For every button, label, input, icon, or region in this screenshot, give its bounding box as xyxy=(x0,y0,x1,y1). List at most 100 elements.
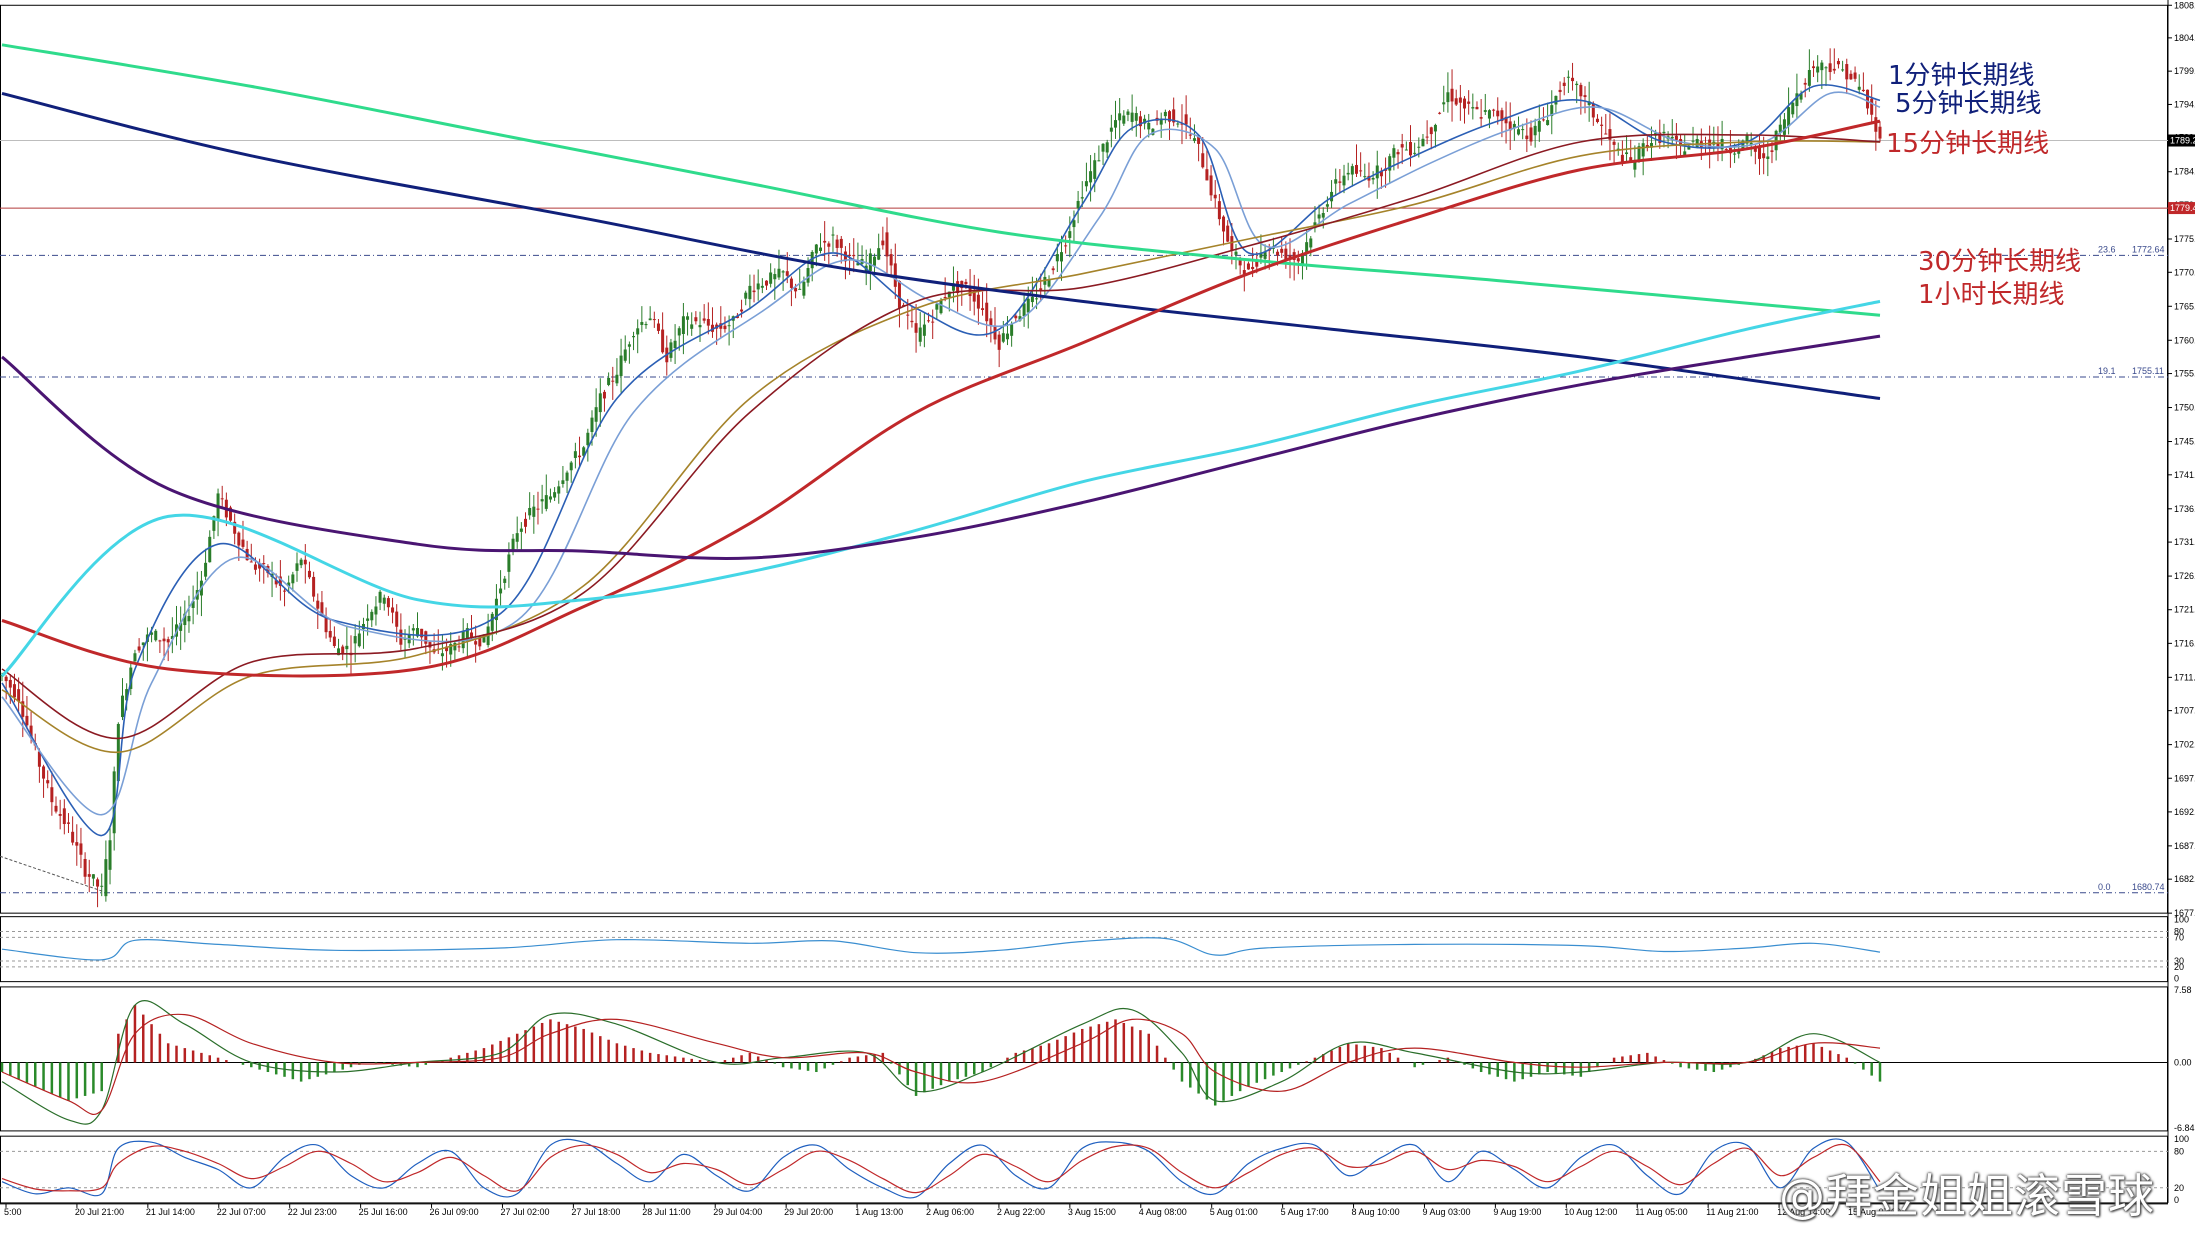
price-tick-label: 1770.20 xyxy=(2174,267,2195,277)
candle-body xyxy=(1296,258,1300,262)
price-tick-label: 1765.30 xyxy=(2174,301,2195,311)
candle-body xyxy=(1525,135,1529,140)
fib-level-tag: 0.0 xyxy=(2098,882,2111,892)
candle-body xyxy=(1072,220,1076,228)
candle-body xyxy=(748,285,752,300)
candle-body xyxy=(8,679,12,688)
candle-body xyxy=(108,840,112,870)
candle-body xyxy=(1483,110,1487,112)
candle-body xyxy=(1521,129,1525,131)
candle-body xyxy=(237,532,241,546)
candle-body xyxy=(756,283,760,290)
candle-body xyxy=(686,316,690,320)
series-label-4: 30分钟长期线 xyxy=(1918,247,2081,277)
candle-body xyxy=(382,597,386,604)
candle-body xyxy=(428,642,432,648)
candle-body xyxy=(1288,255,1292,258)
candle-body xyxy=(391,607,395,613)
candle-body xyxy=(794,287,798,292)
candle-body xyxy=(420,628,424,638)
candle-body xyxy=(253,564,257,570)
candle-body xyxy=(1246,263,1250,270)
candle-body xyxy=(278,576,282,586)
candle-body xyxy=(357,633,361,647)
candle-body xyxy=(706,319,710,326)
candle-body xyxy=(1284,248,1288,260)
candle-body xyxy=(1280,248,1284,253)
candle-body xyxy=(914,323,918,333)
candle-body xyxy=(1018,316,1022,321)
time-tick-label: 25 Jul 16:00 xyxy=(359,1207,408,1217)
candle-body xyxy=(1458,97,1462,103)
candle-body xyxy=(752,290,756,293)
candle-body xyxy=(1508,121,1512,131)
candle-body xyxy=(1604,133,1608,135)
candle-body xyxy=(1342,175,1346,186)
candle-body xyxy=(773,274,777,280)
candle-body xyxy=(307,570,311,578)
rsi-tick-label: 30 xyxy=(2174,956,2184,966)
candle-body xyxy=(25,715,29,726)
candle-body xyxy=(1787,107,1791,127)
time-tick-label: 9 Aug 03:00 xyxy=(1422,1207,1470,1217)
candle-body xyxy=(536,508,540,510)
candle-body xyxy=(1259,252,1263,258)
candle-body xyxy=(1138,116,1142,127)
candle-body xyxy=(96,879,100,887)
candle-body xyxy=(1101,143,1105,152)
candle-body xyxy=(154,630,158,641)
candle-body xyxy=(1409,141,1412,156)
candle-body xyxy=(852,254,856,257)
candle-body xyxy=(511,538,515,552)
candle-body xyxy=(690,324,694,329)
candle-body xyxy=(191,601,195,608)
candle-body xyxy=(573,451,577,458)
candle-body xyxy=(694,317,698,322)
candle-body xyxy=(1122,115,1126,124)
candle-body xyxy=(494,598,498,621)
candle-body xyxy=(1467,101,1471,104)
candle-body xyxy=(220,498,224,500)
price-tick-label: 1697.25 xyxy=(2174,773,2195,783)
candle-body xyxy=(785,271,789,276)
rsi-tick-label: 100 xyxy=(2174,915,2189,925)
candle-body xyxy=(320,602,324,616)
candle-body xyxy=(1001,333,1005,342)
candle-body xyxy=(1197,135,1201,144)
rsi-tick-label: 20 xyxy=(2174,962,2184,972)
watermark-text: @拜金姐姐滚雪球 xyxy=(1779,1169,2155,1223)
candle-body xyxy=(1321,213,1325,218)
candle-body xyxy=(1782,119,1786,135)
candle-body xyxy=(997,334,1001,350)
candle-body xyxy=(1446,92,1450,103)
candle-body xyxy=(482,634,486,643)
candle-body xyxy=(4,676,8,682)
candle-body xyxy=(611,380,615,382)
candle-body xyxy=(1379,170,1383,177)
candle-body xyxy=(607,377,611,385)
price-tick-label: 1692.40 xyxy=(2174,807,2195,817)
candle-body xyxy=(565,472,569,481)
candle-body xyxy=(1035,298,1039,300)
candle-body xyxy=(669,342,673,358)
candle-body xyxy=(1645,145,1649,148)
candle-body xyxy=(578,455,582,458)
candle-body xyxy=(1388,156,1392,171)
candle-body xyxy=(1720,138,1724,150)
candle-body xyxy=(1537,120,1541,132)
candle-body xyxy=(395,611,399,627)
candle-body xyxy=(104,859,108,897)
stoch-tick-label: 80 xyxy=(2174,1146,2184,1156)
candle-body xyxy=(91,874,95,879)
candle-body xyxy=(58,814,62,816)
candle-body xyxy=(1059,252,1063,262)
candle-body xyxy=(1109,127,1113,132)
candle-body xyxy=(740,309,744,312)
candle-body xyxy=(661,329,665,353)
candle-body xyxy=(1438,112,1442,114)
candle-body xyxy=(332,636,336,646)
candle-body xyxy=(1517,129,1521,135)
candle-body xyxy=(1745,135,1749,144)
